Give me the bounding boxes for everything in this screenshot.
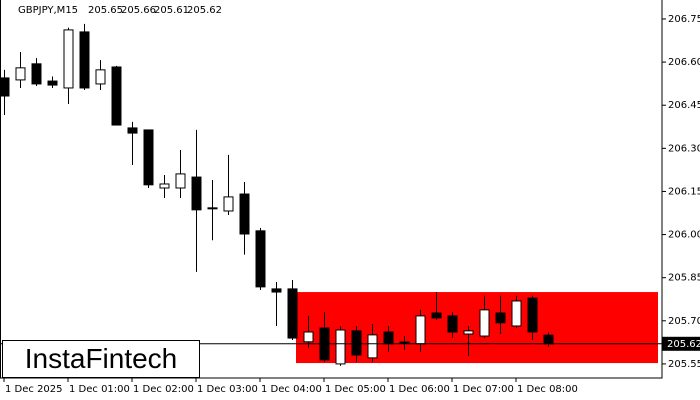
candle-body — [303, 331, 314, 343]
x-tick-label: 1 Dec 01:00 — [69, 384, 130, 395]
y-tick-label: 205.55 — [668, 359, 700, 370]
zone — [296, 292, 658, 364]
candle-body — [15, 67, 26, 81]
candle-body — [175, 173, 186, 189]
candle-body — [0, 77, 10, 97]
candle-body — [287, 288, 298, 339]
last-price-box — [662, 336, 700, 351]
candle-body — [447, 315, 458, 333]
x-tick-label: 1 Dec 03:00 — [197, 384, 258, 395]
y-tick-label: 205.85 — [668, 273, 700, 284]
candle-body — [159, 183, 170, 189]
candle-body — [255, 230, 266, 288]
candle-body — [63, 29, 74, 89]
last-price-label: 205.62 — [667, 339, 700, 350]
candle-body — [95, 69, 106, 85]
candle-body — [143, 129, 154, 186]
candle-body — [511, 300, 522, 327]
x-tick-label: 1 Dec 05:00 — [325, 384, 386, 395]
candle-body — [479, 309, 490, 337]
candle-body — [111, 66, 122, 126]
candle-body — [207, 207, 218, 210]
header-value: 205.65 — [88, 5, 123, 16]
candle-body — [127, 127, 138, 134]
y-tick-label: 206.75 — [668, 14, 700, 25]
candle-body — [399, 341, 410, 344]
x-tick-label: 1 Dec 04:00 — [261, 384, 322, 395]
symbol: GBPJPY,M15 — [18, 5, 78, 16]
candle-body — [239, 193, 250, 235]
candle-body — [431, 312, 442, 319]
x-tick-label: 1 Dec 02:00 — [133, 384, 194, 395]
candle-body — [223, 196, 234, 212]
candle-body — [351, 330, 362, 356]
plot-frame — [0, 0, 663, 379]
y-tick-label: 205.70 — [668, 316, 700, 327]
candle-body — [271, 288, 282, 293]
candle-body — [367, 334, 378, 359]
candle-body — [463, 330, 474, 335]
y-tick-label: 206.15 — [668, 186, 700, 197]
candle-body — [527, 297, 538, 333]
candle-body — [415, 315, 426, 345]
header-value: 205.62 — [187, 5, 222, 16]
y-tick-label: 206.00 — [668, 230, 700, 241]
candle-body — [47, 80, 58, 86]
candle-body — [79, 31, 90, 89]
x-tick-label: 1 Dec 06:00 — [389, 384, 450, 395]
x-tick-label: 1 Dec 08:00 — [517, 384, 578, 395]
x-tick-label: 1 Dec 07:00 — [453, 384, 514, 395]
y-tick-label: 206.45 — [668, 100, 700, 111]
logo: InstaFintech — [2, 340, 200, 378]
candle-body — [383, 331, 394, 345]
candle-body — [335, 329, 346, 365]
candle-body — [543, 334, 554, 345]
header-value: 205.66 — [121, 5, 156, 16]
header-value: 205.61 — [154, 5, 189, 16]
candle-body — [31, 63, 42, 85]
x-tick-label: 1 Dec 2025 — [5, 384, 63, 395]
candle-body — [495, 312, 506, 324]
candle-body — [191, 176, 202, 211]
y-tick-label: 206.60 — [668, 57, 700, 68]
y-tick-label: 206.30 — [668, 143, 700, 154]
